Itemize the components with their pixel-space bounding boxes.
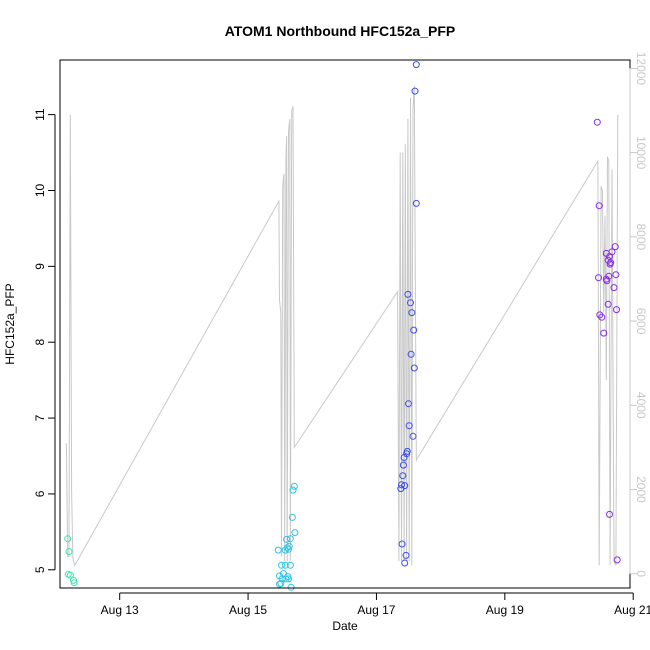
- right-tick-label: 2000: [634, 476, 648, 503]
- data-point-series-3: [399, 461, 407, 469]
- data-point-series-2: [287, 583, 295, 591]
- right-tick-label: 8000: [634, 223, 648, 250]
- data-point-series-3: [399, 472, 407, 480]
- data-point-series-3: [407, 299, 414, 307]
- data-point-series-3: [412, 199, 420, 207]
- data-point-series-4: [608, 248, 616, 256]
- data-point-series-2: [286, 535, 294, 543]
- data-point-series-1: [64, 535, 72, 543]
- right-tick-label: 0: [634, 570, 648, 577]
- data-point-series-3: [410, 326, 418, 334]
- data-point-series-4: [606, 510, 613, 518]
- right-tick-label: 6000: [634, 308, 648, 335]
- data-point-series-2: [289, 486, 297, 494]
- data-point-series-4: [612, 271, 620, 279]
- data-point-series-4: [613, 306, 620, 314]
- data-point-series-2: [278, 561, 285, 569]
- data-point-series-4: [596, 311, 604, 319]
- right-tick-label: 12000: [634, 52, 648, 86]
- data-point-series-1: [70, 579, 78, 587]
- data-point-series-3: [404, 290, 412, 298]
- data-point-series-2: [282, 575, 290, 583]
- y-axis-label: HFC152a_PFP: [3, 283, 17, 364]
- data-point-series-4: [603, 277, 611, 285]
- data-point-series-4: [605, 272, 613, 280]
- data-point-series-3: [401, 482, 409, 490]
- data-point-series-3: [402, 551, 410, 559]
- data-point-series-2: [291, 529, 299, 537]
- x-tick-label: Aug 21: [614, 603, 650, 617]
- y-tick-label: 7: [33, 414, 47, 421]
- data-point-series-4: [613, 556, 621, 564]
- chart-title: ATOM1 Northbound HFC152a_PFP: [225, 23, 456, 39]
- y-tick-label: 10: [33, 183, 47, 197]
- data-point-series-3: [403, 447, 411, 455]
- data-point-series-3: [398, 540, 406, 548]
- plot-area: [64, 61, 621, 591]
- data-point-series-2: [285, 545, 292, 553]
- data-point-series-4: [595, 202, 603, 210]
- y-axis: 5 6 7 8 9 10 11: [33, 108, 56, 573]
- data-point-series-4: [600, 329, 608, 337]
- data-point-series-4: [598, 313, 606, 321]
- y-tick-label: 11: [33, 108, 47, 121]
- right-tick-label: 10000: [634, 136, 648, 170]
- data-point-series-3: [410, 364, 418, 372]
- y-tick-label: 5: [33, 566, 47, 573]
- data-point-series-3: [409, 432, 417, 440]
- data-point-series-3: [411, 87, 419, 95]
- data-point-series-1: [66, 571, 74, 579]
- data-point-series-3: [407, 350, 415, 358]
- data-point-series-2: [290, 482, 298, 490]
- data-point-series-2: [274, 546, 282, 554]
- data-point-series-3: [405, 400, 412, 408]
- data-point-series-4: [604, 300, 612, 308]
- x-tick-label: Aug 13: [101, 603, 139, 617]
- y-tick-label: 6: [33, 490, 47, 497]
- data-point-series-2: [283, 535, 291, 543]
- right-tick-label: 4000: [634, 392, 648, 419]
- data-point-series-3: [398, 481, 405, 489]
- data-point-series-2: [285, 542, 293, 550]
- data-point-series-3: [408, 309, 416, 317]
- y-tick-label: 8: [33, 339, 47, 346]
- data-point-series-2: [285, 575, 292, 583]
- x-tick-label: Aug 15: [229, 603, 267, 617]
- data-point-series-4: [610, 284, 618, 292]
- x-tick-label: Aug 19: [486, 603, 524, 617]
- right-axis: 0 2000 4000 6000 8000 10000 12000: [629, 52, 648, 577]
- data-point-series-2: [277, 579, 285, 587]
- y-tick-label: 9: [33, 263, 47, 270]
- data-point-series-3: [401, 559, 409, 567]
- data-point-series-2: [283, 544, 291, 552]
- data-point-series-2: [281, 546, 289, 554]
- data-point-series-4: [593, 118, 601, 126]
- data-point-series-2: [288, 513, 296, 521]
- data-point-series-1: [65, 548, 73, 556]
- data-point-series-4: [611, 243, 619, 251]
- data-point-series-3: [405, 422, 413, 430]
- x-axis-label: Date: [332, 619, 358, 633]
- data-point-series-2: [286, 561, 294, 569]
- data-point-series-3: [412, 61, 420, 69]
- data-point-series-2: [281, 561, 289, 569]
- data-point-series-4: [595, 274, 602, 282]
- x-tick-label: Aug 17: [357, 603, 395, 617]
- data-point-series-4: [607, 259, 615, 267]
- x-axis: Aug 13 Aug 15 Aug 17 Aug 19 Aug 21: [101, 592, 650, 617]
